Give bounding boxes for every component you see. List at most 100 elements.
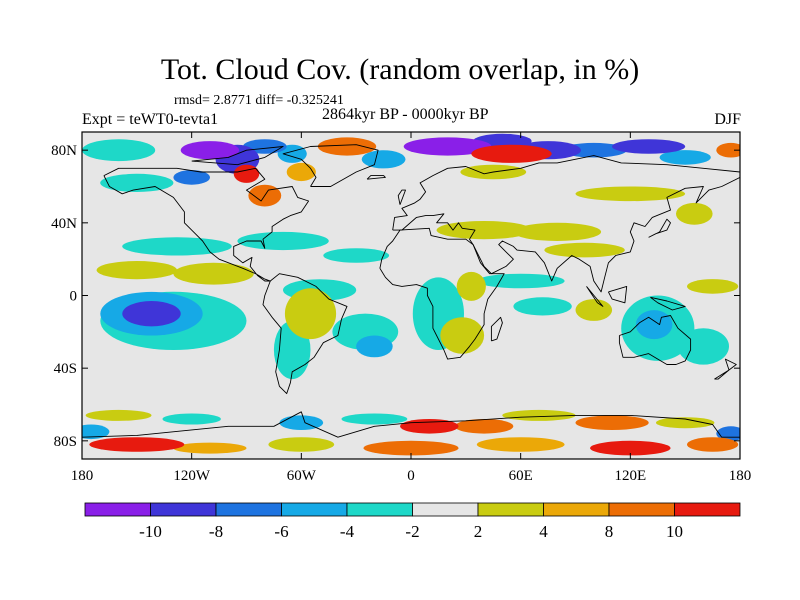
anomaly-region [440, 317, 485, 354]
coastline [392, 155, 740, 293]
y-axis: 80N 40N 0 40S 80S [51, 143, 740, 450]
anomaly-region [237, 231, 329, 251]
anomaly-region [590, 440, 671, 456]
anomaly-region [575, 415, 649, 431]
coastline [397, 189, 406, 205]
coastline [648, 218, 671, 238]
anomaly-region [180, 141, 240, 160]
y-tick-label: 40N [51, 216, 77, 232]
anomaly-region [513, 297, 572, 316]
anomaly-region [82, 424, 110, 440]
colorbar: -10 -8 -6 -4 -2 2 4 8 10 [84, 502, 741, 541]
anomaly-region [323, 248, 390, 263]
period-label: 2864kyr BP - 0000kyr BP [322, 106, 489, 123]
colorbar-swatch [543, 502, 610, 517]
anomaly-region [85, 409, 152, 421]
colorbar-swatch [150, 502, 217, 517]
y-tick-label: 80S [54, 434, 77, 450]
coastline [490, 316, 503, 342]
anomaly-region [403, 137, 492, 156]
y-tick-label: 0 [70, 289, 78, 305]
anomaly-region [476, 273, 565, 289]
coastline [282, 144, 379, 187]
colorbar-label: -8 [209, 522, 223, 541]
anomaly-region [659, 150, 711, 165]
anomaly-region [677, 328, 730, 365]
x-tick-label: 180 [71, 468, 94, 484]
anomaly-region [656, 417, 715, 429]
anomaly-region [173, 442, 247, 454]
x-axis: 180 120W 60W 0 60E 120E 180 [71, 132, 752, 484]
anomaly-region [502, 409, 576, 421]
anomaly-region [575, 186, 686, 202]
colorbar-swatch [281, 502, 348, 517]
anomaly-region [361, 150, 406, 169]
anomaly-region [233, 164, 260, 183]
colorbar-swatch [477, 502, 544, 517]
anomaly-region [284, 288, 337, 340]
coastline-layer [82, 144, 740, 438]
colorbar-swatch [84, 502, 151, 517]
x-tick-label: 120W [173, 468, 211, 484]
coastline [607, 285, 628, 304]
colorbar-swatch [608, 502, 675, 517]
anomaly-region [454, 419, 514, 434]
y-tick-label: 40S [54, 361, 77, 377]
anomaly-region [476, 437, 565, 452]
experiment-label: Expt = teWT0-tevta1 [82, 111, 219, 128]
anomaly-region [363, 440, 459, 456]
anomaly-region [716, 142, 740, 158]
anomaly-region [341, 413, 408, 425]
anomaly-region [317, 137, 377, 156]
colorbar-label: 2 [474, 522, 483, 541]
plot-area [82, 132, 740, 459]
anomaly-region [612, 139, 686, 154]
anomaly-layer [82, 133, 740, 456]
anomaly-region [162, 413, 221, 425]
coastline [714, 358, 737, 380]
y-tick-label: 80N [51, 143, 77, 159]
colorbar-swatch [215, 502, 282, 517]
anomaly-region [676, 202, 713, 225]
colorbar-label: -2 [405, 522, 419, 541]
anomaly-region [575, 299, 613, 321]
anomaly-region [286, 162, 316, 182]
coastline [191, 146, 284, 166]
anomaly-region [122, 237, 232, 256]
colorbar-label: -4 [340, 522, 355, 541]
coastline [379, 227, 505, 360]
stats-text: rmsd= 2.8771 diff= -0.325241 [174, 93, 344, 108]
x-tick-label: 0 [407, 468, 415, 484]
coastline [103, 167, 310, 282]
season-label: DJF [714, 111, 741, 128]
anomaly-region [82, 139, 156, 162]
coastline [586, 286, 604, 307]
coastline [366, 175, 386, 180]
coastline [618, 315, 692, 365]
chart-title: Tot. Cloud Cov. (random overlap, in %) [160, 53, 640, 86]
colorbar-swatch [346, 502, 413, 517]
coastline [262, 273, 348, 395]
colorbar-swatch [674, 502, 741, 517]
colorbar-swatch [412, 502, 479, 517]
x-tick-label: 60W [287, 468, 317, 484]
anomaly-region [173, 170, 210, 185]
x-tick-label: 120E [614, 468, 646, 484]
anomaly-region [635, 310, 673, 340]
anomaly-region [173, 262, 254, 285]
coastline [650, 296, 686, 311]
x-tick-label: 180 [729, 468, 752, 484]
anomaly-region [513, 222, 602, 241]
anomaly-region [356, 335, 393, 358]
anomaly-region [100, 173, 174, 192]
anomaly-region [687, 437, 739, 452]
anomaly-region [687, 279, 739, 294]
colorbar-label: 4 [539, 522, 548, 541]
anomaly-region [544, 242, 625, 258]
anomaly-region [89, 437, 185, 452]
anomaly-region [456, 271, 486, 301]
colorbar-label: 10 [666, 522, 683, 541]
coastline [82, 411, 740, 438]
anomaly-region [96, 261, 177, 280]
